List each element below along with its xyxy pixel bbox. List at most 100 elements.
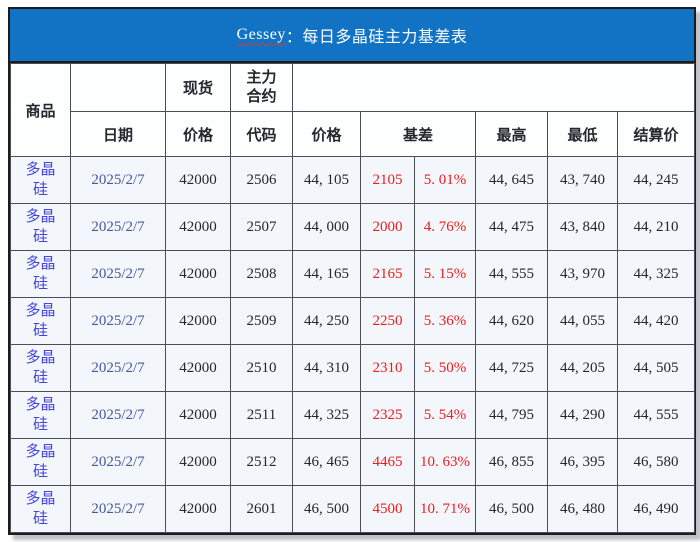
cell-basis-pct: 10. 71% xyxy=(414,485,476,533)
cell-high: 44, 645 xyxy=(475,156,548,204)
cell-high: 44, 555 xyxy=(475,250,548,298)
cell-spot-price: 42000 xyxy=(165,297,231,345)
cell-main-price: 46, 465 xyxy=(292,438,361,486)
cell-main-price: 44, 105 xyxy=(292,156,361,204)
brand-name: Gessey xyxy=(236,26,286,43)
cell-basis-pct: 5. 54% xyxy=(414,391,476,439)
col-header-basis: 基差 xyxy=(360,111,476,157)
cell-spot-price: 42000 xyxy=(165,344,231,392)
cell-basis-value: 2000 xyxy=(360,203,415,251)
cell-low: 46, 480 xyxy=(547,485,618,533)
table-title-bar: Gessey ：每日多晶硅主力基差表 xyxy=(10,9,694,63)
table-row: 多晶硅 2025/2/7 42000 2506 44, 105 2105 5. 01% 44,… xyxy=(10,156,696,204)
cell-commodity: 多晶硅 xyxy=(10,485,71,533)
cell-low: 44, 055 xyxy=(547,297,618,345)
cell-commodity: 多晶硅 xyxy=(10,297,71,345)
table-row: 多晶硅 2025/2/7 42000 2508 44, 165 2165 5. 15% 44,… xyxy=(10,250,696,298)
table-row: 多晶硅 2025/2/7 42000 2601 46, 500 4500 10. 71% 46… xyxy=(10,485,696,533)
cell-basis-value: 4465 xyxy=(360,438,415,486)
cell-high: 44, 725 xyxy=(475,344,548,392)
cell-basis-value: 4500 xyxy=(360,485,415,533)
cell-low: 44, 205 xyxy=(547,344,618,392)
cell-date: 2025/2/7 xyxy=(70,297,166,345)
cell-low: 43, 970 xyxy=(547,250,618,298)
cell-low: 43, 840 xyxy=(547,203,618,251)
col-group-main-contract: 主力合约 xyxy=(230,63,293,112)
cell-main-price: 44, 325 xyxy=(292,391,361,439)
cell-commodity: 多晶硅 xyxy=(10,250,71,298)
col-header-main-price: 价格 xyxy=(292,111,361,157)
cell-commodity: 多晶硅 xyxy=(10,344,71,392)
cell-settle: 44, 420 xyxy=(616,297,696,345)
cell-high: 44, 620 xyxy=(475,297,548,345)
cell-spot-price: 42000 xyxy=(165,485,231,533)
basis-table: 商品 现货 主力合约 日期 价格 代码 价格 基差 最高 最低 结算价 多晶硅 2… xyxy=(10,63,696,533)
cell-main-price: 44, 310 xyxy=(292,344,361,392)
col-group-spot: 现货 xyxy=(165,63,231,112)
table-row: 多晶硅 2025/2/7 42000 2507 44, 000 2000 4. 76% 44,… xyxy=(10,203,696,251)
cell-settle: 46, 490 xyxy=(616,485,696,533)
cell-commodity: 多晶硅 xyxy=(10,203,71,251)
cell-date: 2025/2/7 xyxy=(70,485,166,533)
cell-basis-pct: 10. 63% xyxy=(414,438,476,486)
cell-commodity: 多晶硅 xyxy=(10,391,71,439)
cell-high: 46, 855 xyxy=(475,438,548,486)
cell-basis-pct: 5. 01% xyxy=(414,156,476,204)
daily-basis-sheet: Gessey ：每日多晶硅主力基差表 商品 现货 主力合约 日期 价格 代码 价格… xyxy=(8,7,696,535)
cell-basis-pct: 5. 50% xyxy=(414,344,476,392)
cell-date: 2025/2/7 xyxy=(70,156,166,204)
cell-date: 2025/2/7 xyxy=(70,344,166,392)
cell-settle: 44, 325 xyxy=(616,250,696,298)
col-header-commodity: 商品 xyxy=(10,63,71,157)
cell-contract-code: 2512 xyxy=(230,438,293,486)
cell-main-price: 46, 500 xyxy=(292,485,361,533)
cell-date: 2025/2/7 xyxy=(70,203,166,251)
cell-basis-value: 2325 xyxy=(360,391,415,439)
cell-date: 2025/2/7 xyxy=(70,250,166,298)
cell-settle: 44, 505 xyxy=(616,344,696,392)
cell-contract-code: 2507 xyxy=(230,203,293,251)
cell-settle: 44, 210 xyxy=(616,203,696,251)
cell-commodity: 多晶硅 xyxy=(10,156,71,204)
cell-high: 44, 795 xyxy=(475,391,548,439)
cell-contract-code: 2510 xyxy=(230,344,293,392)
header-row-groups: 商品 现货 主力合约 xyxy=(10,63,696,157)
cell-settle: 44, 245 xyxy=(616,156,696,204)
cell-spot-price: 42000 xyxy=(165,438,231,486)
cell-low: 43, 740 xyxy=(547,156,618,204)
cell-spot-price: 42000 xyxy=(165,250,231,298)
col-header-date: 日期 xyxy=(70,111,166,157)
table-row: 多晶硅 2025/2/7 42000 2509 44, 250 2250 5. 36% 44,… xyxy=(10,297,696,345)
table-row: 多晶硅 2025/2/7 42000 2512 46, 465 4465 10. 63% 46… xyxy=(10,438,696,486)
cell-contract-code: 2509 xyxy=(230,297,293,345)
cell-contract-code: 2601 xyxy=(230,485,293,533)
cell-basis-pct: 5. 15% xyxy=(414,250,476,298)
cell-basis-value: 2105 xyxy=(360,156,415,204)
cell-basis-value: 2165 xyxy=(360,250,415,298)
col-header-spot-price: 价格 xyxy=(165,111,231,157)
cell-contract-code: 2508 xyxy=(230,250,293,298)
cell-date: 2025/2/7 xyxy=(70,391,166,439)
cell-main-price: 44, 250 xyxy=(292,297,361,345)
col-header-low: 最低 xyxy=(547,111,618,157)
cell-basis-value: 2310 xyxy=(360,344,415,392)
cell-settle: 44, 555 xyxy=(616,391,696,439)
cell-high: 46, 500 xyxy=(475,485,548,533)
cell-spot-price: 42000 xyxy=(165,391,231,439)
cell-main-price: 44, 000 xyxy=(292,203,361,251)
col-header-code: 代码 xyxy=(230,111,293,157)
table-body: 多晶硅 2025/2/7 42000 2506 44, 105 2105 5. 01% 44,… xyxy=(10,156,696,533)
table-row: 多晶硅 2025/2/7 42000 2510 44, 310 2310 5. 50% 44,… xyxy=(10,344,696,392)
col-header-high: 最高 xyxy=(475,111,548,157)
header-blank-right xyxy=(291,63,696,112)
col-header-settle: 结算价 xyxy=(616,111,696,157)
cell-settle: 46, 580 xyxy=(616,438,696,486)
cell-date: 2025/2/7 xyxy=(70,438,166,486)
cell-spot-price: 42000 xyxy=(165,156,231,204)
page-title: ：每日多晶硅主力基差表 xyxy=(285,29,468,46)
cell-basis-pct: 4. 76% xyxy=(414,203,476,251)
cell-contract-code: 2506 xyxy=(230,156,293,204)
cell-commodity: 多晶硅 xyxy=(10,438,71,486)
cell-high: 44, 475 xyxy=(475,203,548,251)
table-row: 多晶硅 2025/2/7 42000 2511 44, 325 2325 5. 54% 44,… xyxy=(10,391,696,439)
